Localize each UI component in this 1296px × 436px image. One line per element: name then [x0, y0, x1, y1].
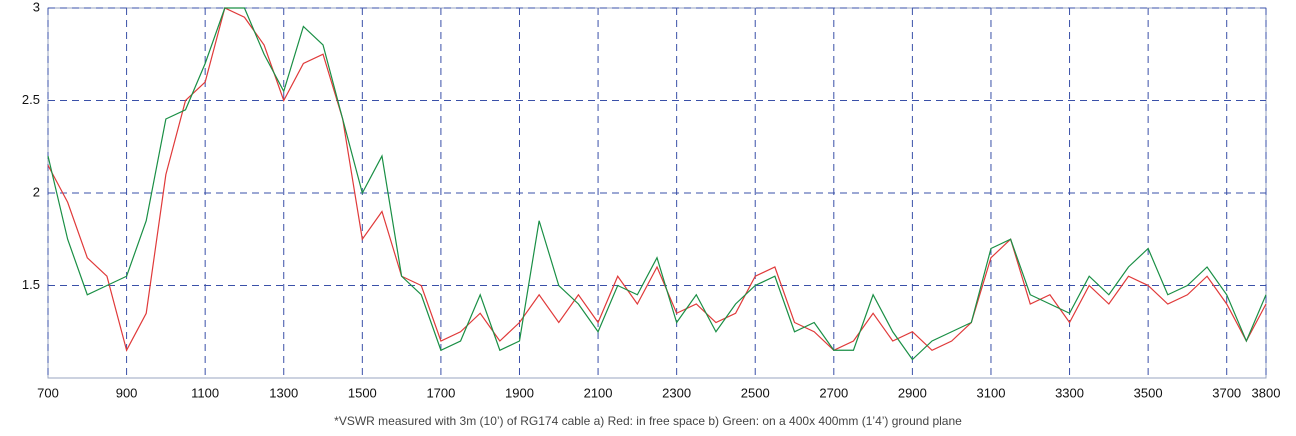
- series-line: [47, 7, 1267, 361]
- y-tick-label: 2.5: [22, 92, 40, 107]
- y-tick-label: 1.5: [22, 277, 40, 292]
- x-tick-label: 900: [116, 385, 138, 400]
- x-tick-label: 1100: [191, 385, 219, 400]
- x-tick-label: 1500: [348, 385, 377, 400]
- series-line: [47, 7, 1267, 352]
- x-tick-label: 3700: [1212, 385, 1241, 400]
- x-tick-label: 3300: [1055, 385, 1084, 400]
- x-tick-label: 3800: [1252, 385, 1281, 400]
- y-tick-label: 3: [33, 0, 40, 14]
- x-tick-label: 2300: [662, 385, 691, 400]
- x-tick-label: 3500: [1134, 385, 1163, 400]
- y-tick-label: 2: [33, 184, 40, 199]
- x-tick-label: 2900: [898, 385, 927, 400]
- x-tick-label: 2500: [741, 385, 770, 400]
- x-tick-label: 2700: [819, 385, 848, 400]
- x-tick-label: 2100: [584, 385, 613, 400]
- x-tick-label: 1700: [426, 385, 455, 400]
- x-tick-label: 3100: [977, 385, 1006, 400]
- x-tick-label: 700: [37, 385, 59, 400]
- caption: *VSWR measured with 3m (10’) of RG174 ca…: [334, 414, 962, 428]
- x-tick-label: 1900: [505, 385, 534, 400]
- x-tick-label: 1300: [269, 385, 298, 400]
